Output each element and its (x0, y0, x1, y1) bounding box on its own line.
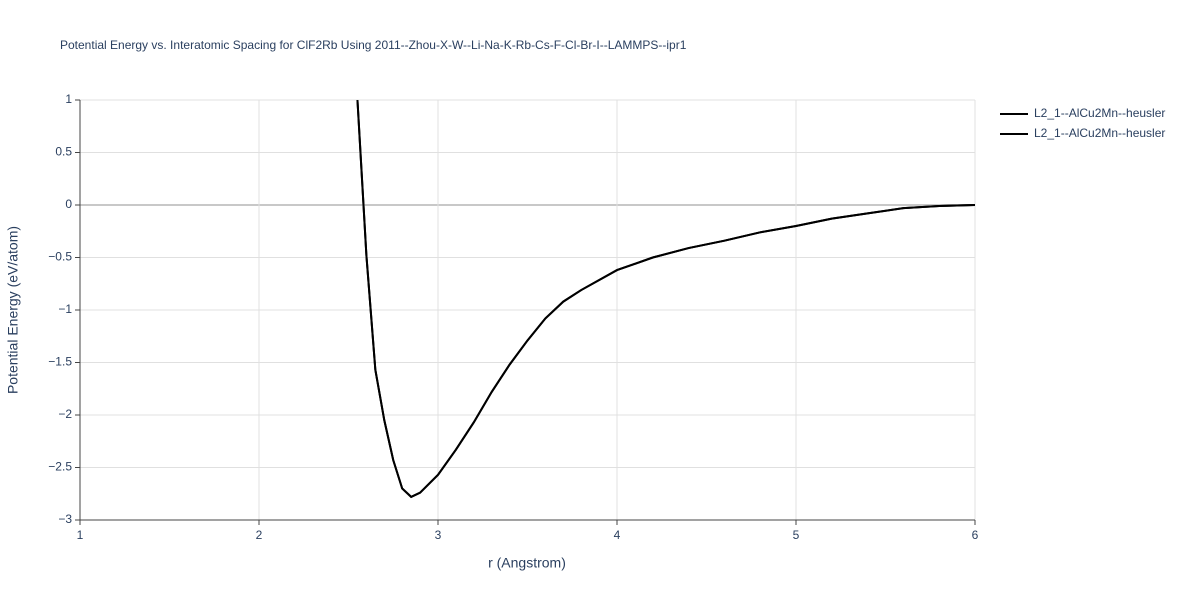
legend-label: L2_1--AlCu2Mn--heusler (1034, 126, 1165, 140)
grid (75, 99, 976, 525)
x-tick-label: 3 (435, 528, 442, 542)
y-tick-label: 0 (65, 197, 72, 211)
y-tick-label: −3 (58, 512, 72, 526)
data-line (356, 100, 975, 499)
y-tick-label: −1 (58, 302, 72, 316)
x-tick-label: 4 (614, 528, 621, 542)
legend-label: L2_1--AlCu2Mn--heusler (1034, 106, 1165, 120)
legend: L2_1--AlCu2Mn--heusler L2_1--AlCu2Mn--heu… (1000, 106, 1165, 140)
y-tick-label: 0.5 (55, 145, 72, 159)
x-tick-label: 6 (972, 528, 979, 542)
data-line (356, 100, 975, 499)
y-tick-label: −2 (58, 407, 72, 421)
x-tick-label: 1 (77, 528, 84, 542)
x-tick-label: 2 (256, 528, 263, 542)
chart-title: Potential Energy vs. Interatomic Spacing… (60, 38, 687, 52)
y-tick-label: 1 (65, 92, 72, 106)
y-tick-label: −0.5 (48, 250, 72, 264)
plot-area (356, 100, 975, 499)
x-axis-label: r (Angstrom) (488, 555, 566, 571)
y-tick-label: −2.5 (48, 460, 72, 474)
y-tick-label: −1.5 (48, 355, 72, 369)
x-tick-label: 5 (793, 528, 800, 542)
y-axis-label: Potential Energy (eV/atom) (5, 226, 21, 394)
